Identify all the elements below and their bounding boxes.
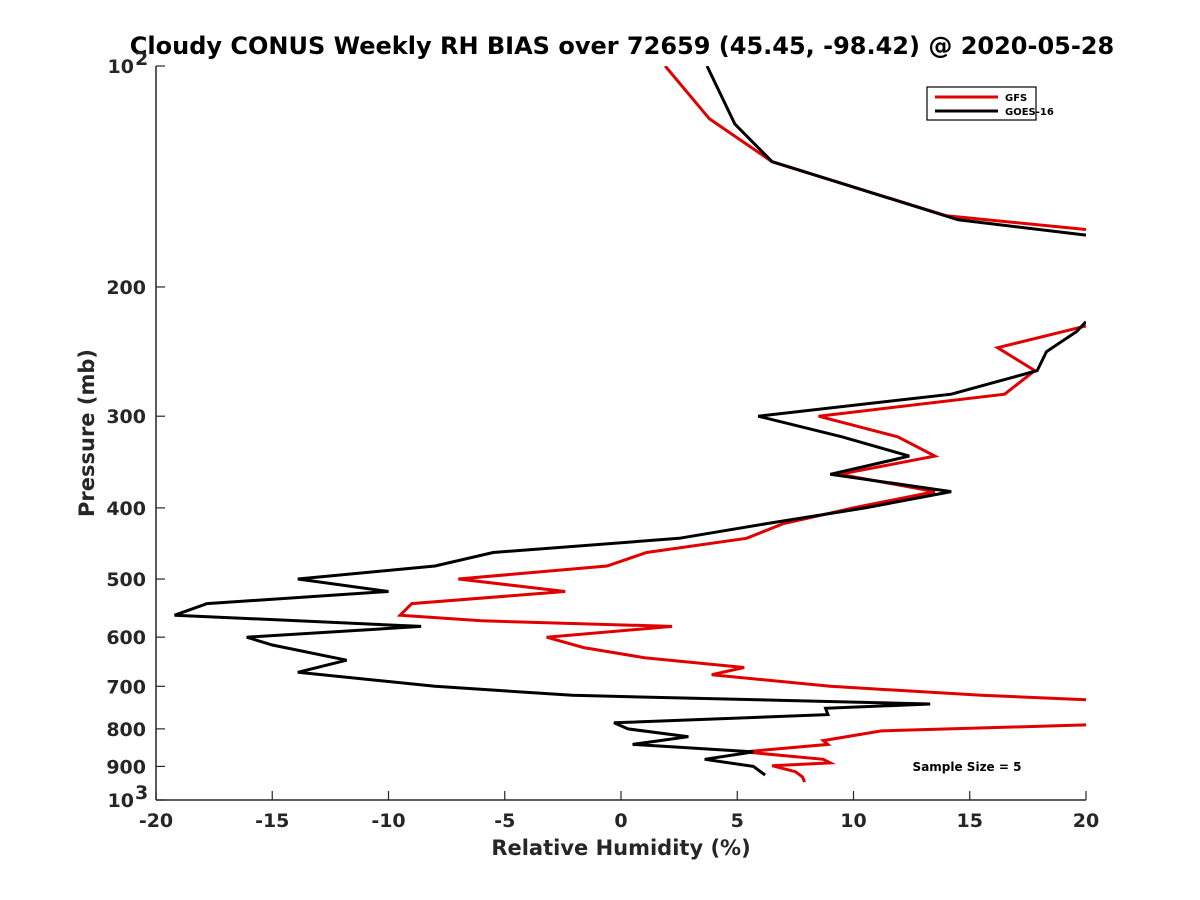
y-tick-label: 700: [106, 676, 146, 698]
x-tick-label: 0: [614, 810, 627, 832]
y-tick-exponent: 3: [135, 782, 148, 804]
x-tick-label: -20: [139, 810, 173, 832]
legend-box: [926, 86, 1037, 121]
x-tick-label: 15: [957, 810, 983, 832]
x-tick-label: 20: [1073, 810, 1099, 832]
plot-area: [156, 66, 1086, 800]
legend: GFS GOES-16: [926, 86, 1054, 121]
x-tick-label: -15: [255, 810, 289, 832]
legend-label: GOES-16: [1005, 107, 1054, 118]
y-tick-label: 900: [106, 756, 146, 778]
y-tick-label: 600: [106, 627, 146, 649]
x-tick-label: -5: [494, 810, 515, 832]
y-tick-label: 400: [106, 498, 146, 520]
series-layer: [174, 66, 1086, 783]
series-gfs-segment-3: [744, 723, 1086, 783]
y-tick-label: 10: [108, 56, 134, 78]
legend-label: GFS: [1005, 93, 1027, 104]
x-axis-label: Relative Humidity (%): [491, 836, 750, 860]
series-gfs-segment-2: [396, 324, 1086, 702]
y-tick-label: 200: [106, 277, 146, 299]
y-tick-label: 300: [106, 406, 146, 428]
y-tick-label: 10: [108, 790, 134, 812]
x-tick-label: 10: [840, 810, 866, 832]
x-tick-label: -10: [371, 810, 405, 832]
y-tick-exponent: 2: [135, 48, 148, 70]
chart-title: Cloudy CONUS Weekly RH BIAS over 72659 (…: [130, 32, 1114, 60]
x-tick-label: 5: [731, 810, 744, 832]
series-goes-16-segment-1: [705, 66, 1086, 237]
y-axis-label: Pressure (mb): [75, 349, 99, 517]
sample-size-annotation: Sample Size = 5: [913, 760, 1022, 774]
y-tick-label: 500: [106, 569, 146, 591]
series-goes-16-segment-2: [174, 320, 1086, 777]
y-tick-label: 800: [106, 719, 146, 741]
